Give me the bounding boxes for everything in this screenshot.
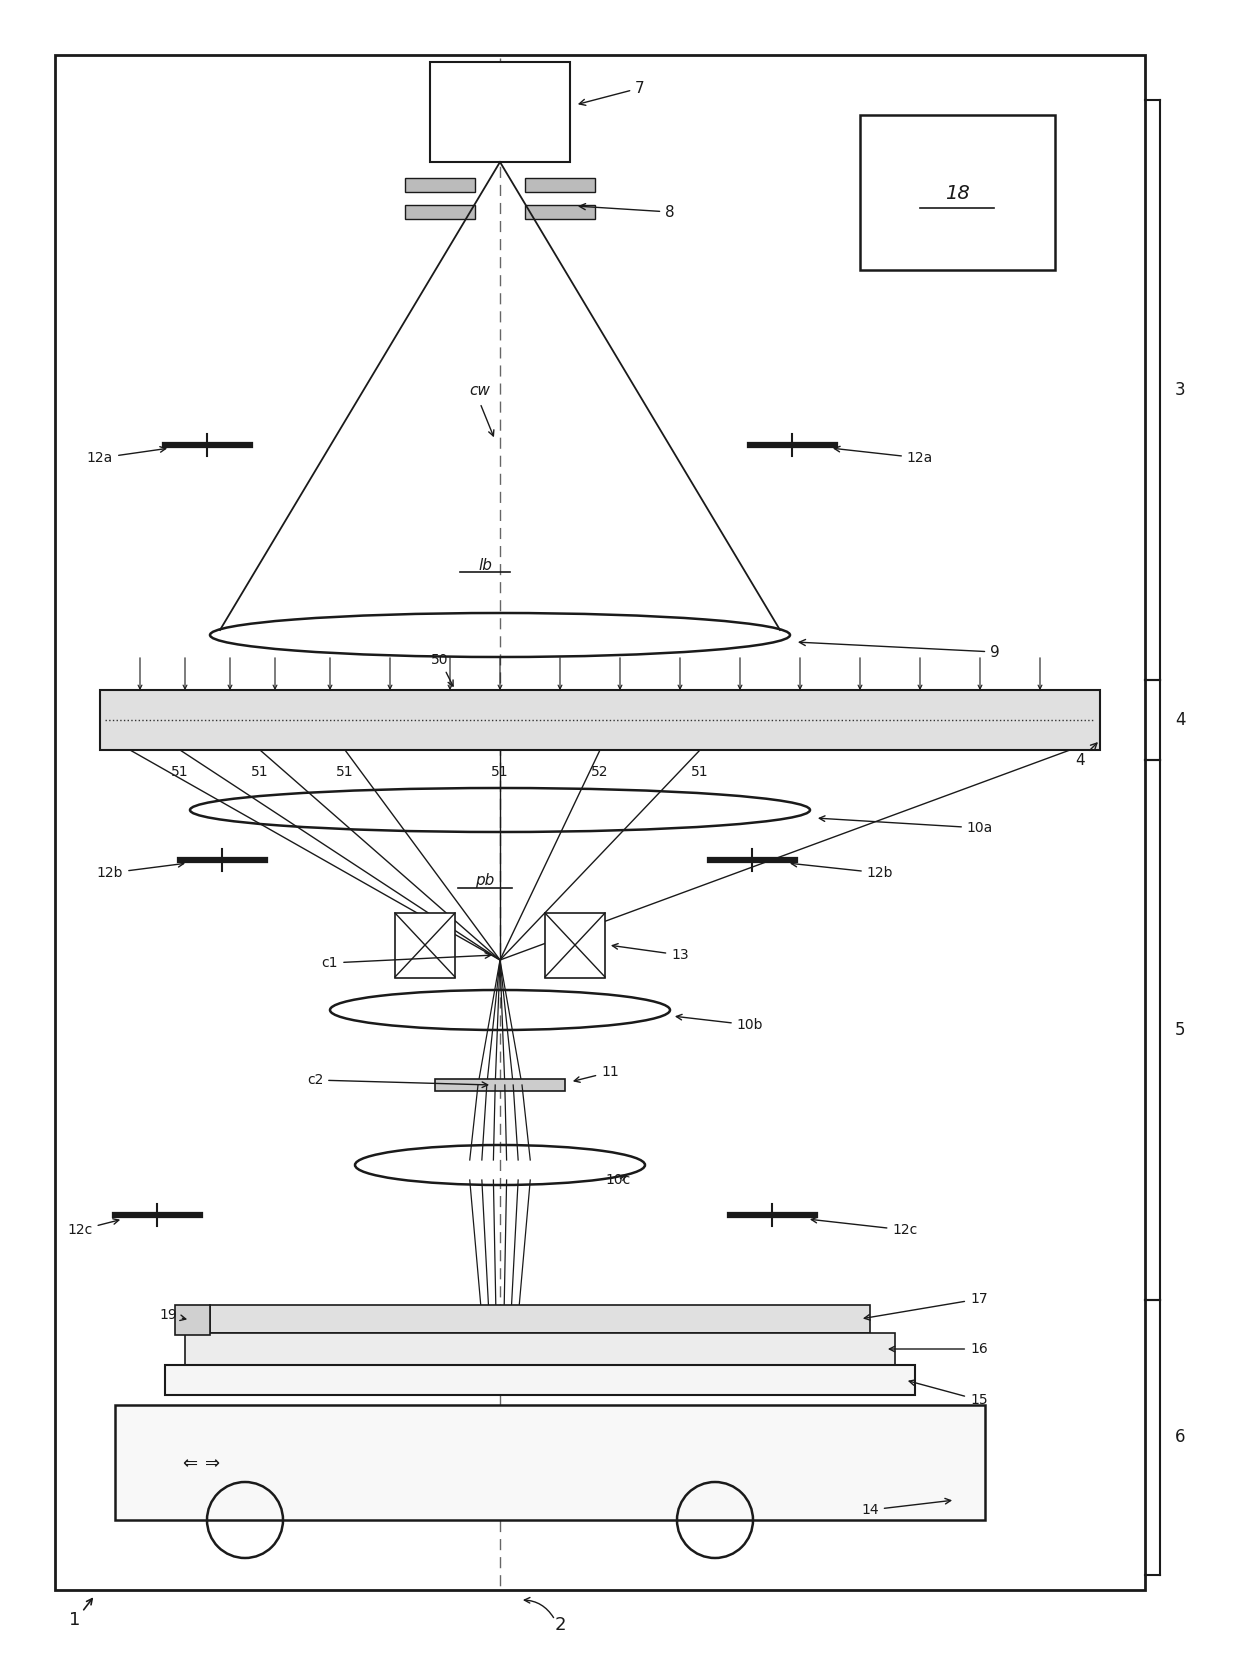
Text: 11: 11 — [574, 1066, 619, 1082]
Text: 50: 50 — [432, 652, 453, 686]
Text: 7: 7 — [579, 80, 645, 105]
Bar — [861, 115, 1055, 269]
Text: 51: 51 — [691, 765, 709, 780]
Text: 12b: 12b — [791, 862, 893, 880]
Text: 12c: 12c — [811, 1218, 918, 1236]
Bar — [525, 206, 595, 219]
Text: lb: lb — [479, 557, 492, 572]
Bar — [405, 177, 475, 192]
Text: cw: cw — [470, 383, 491, 398]
Text: 51: 51 — [171, 765, 188, 780]
Text: 16: 16 — [889, 1342, 988, 1357]
Bar — [175, 1305, 210, 1335]
Text: c2: c2 — [306, 1072, 487, 1087]
Text: 51: 51 — [491, 765, 508, 780]
Text: 17: 17 — [864, 1292, 987, 1320]
Text: 12a: 12a — [835, 447, 934, 465]
Text: 6: 6 — [1174, 1429, 1185, 1447]
Text: 8: 8 — [579, 204, 675, 219]
Text: c1: c1 — [321, 952, 491, 970]
Text: 9: 9 — [800, 639, 999, 659]
Bar — [405, 206, 475, 219]
Text: 19: 19 — [159, 1308, 186, 1322]
Text: 4: 4 — [1075, 743, 1097, 768]
Bar — [185, 1333, 895, 1365]
Text: pb: pb — [475, 873, 495, 887]
Bar — [210, 1305, 870, 1333]
Bar — [396, 913, 455, 979]
Text: 10c: 10c — [605, 1173, 631, 1188]
Bar — [546, 913, 605, 979]
Bar — [430, 62, 570, 162]
Text: 12b: 12b — [97, 862, 184, 880]
Text: 2: 2 — [554, 1616, 565, 1635]
Bar — [100, 689, 1100, 750]
Bar — [435, 1079, 565, 1091]
Text: 3: 3 — [1174, 381, 1185, 398]
Bar — [165, 1365, 915, 1395]
Text: 4: 4 — [1174, 711, 1185, 729]
Text: 13: 13 — [613, 944, 688, 962]
Text: 14: 14 — [862, 1499, 951, 1517]
Text: 51: 51 — [252, 765, 269, 780]
Text: 10b: 10b — [676, 1014, 764, 1032]
Text: 15: 15 — [909, 1380, 987, 1407]
Text: 51: 51 — [336, 765, 353, 780]
Bar — [55, 55, 1145, 1589]
Text: 12a: 12a — [87, 447, 166, 465]
Text: 5: 5 — [1174, 1021, 1185, 1039]
Bar — [525, 177, 595, 192]
Bar — [115, 1405, 985, 1521]
Text: 10a: 10a — [820, 816, 993, 835]
Text: $\Leftarrow\Rightarrow$: $\Leftarrow\Rightarrow$ — [179, 1452, 221, 1471]
Text: 12c: 12c — [67, 1218, 119, 1236]
Text: 52: 52 — [591, 765, 609, 780]
Text: 18: 18 — [945, 184, 970, 202]
Text: 1: 1 — [69, 1611, 81, 1630]
